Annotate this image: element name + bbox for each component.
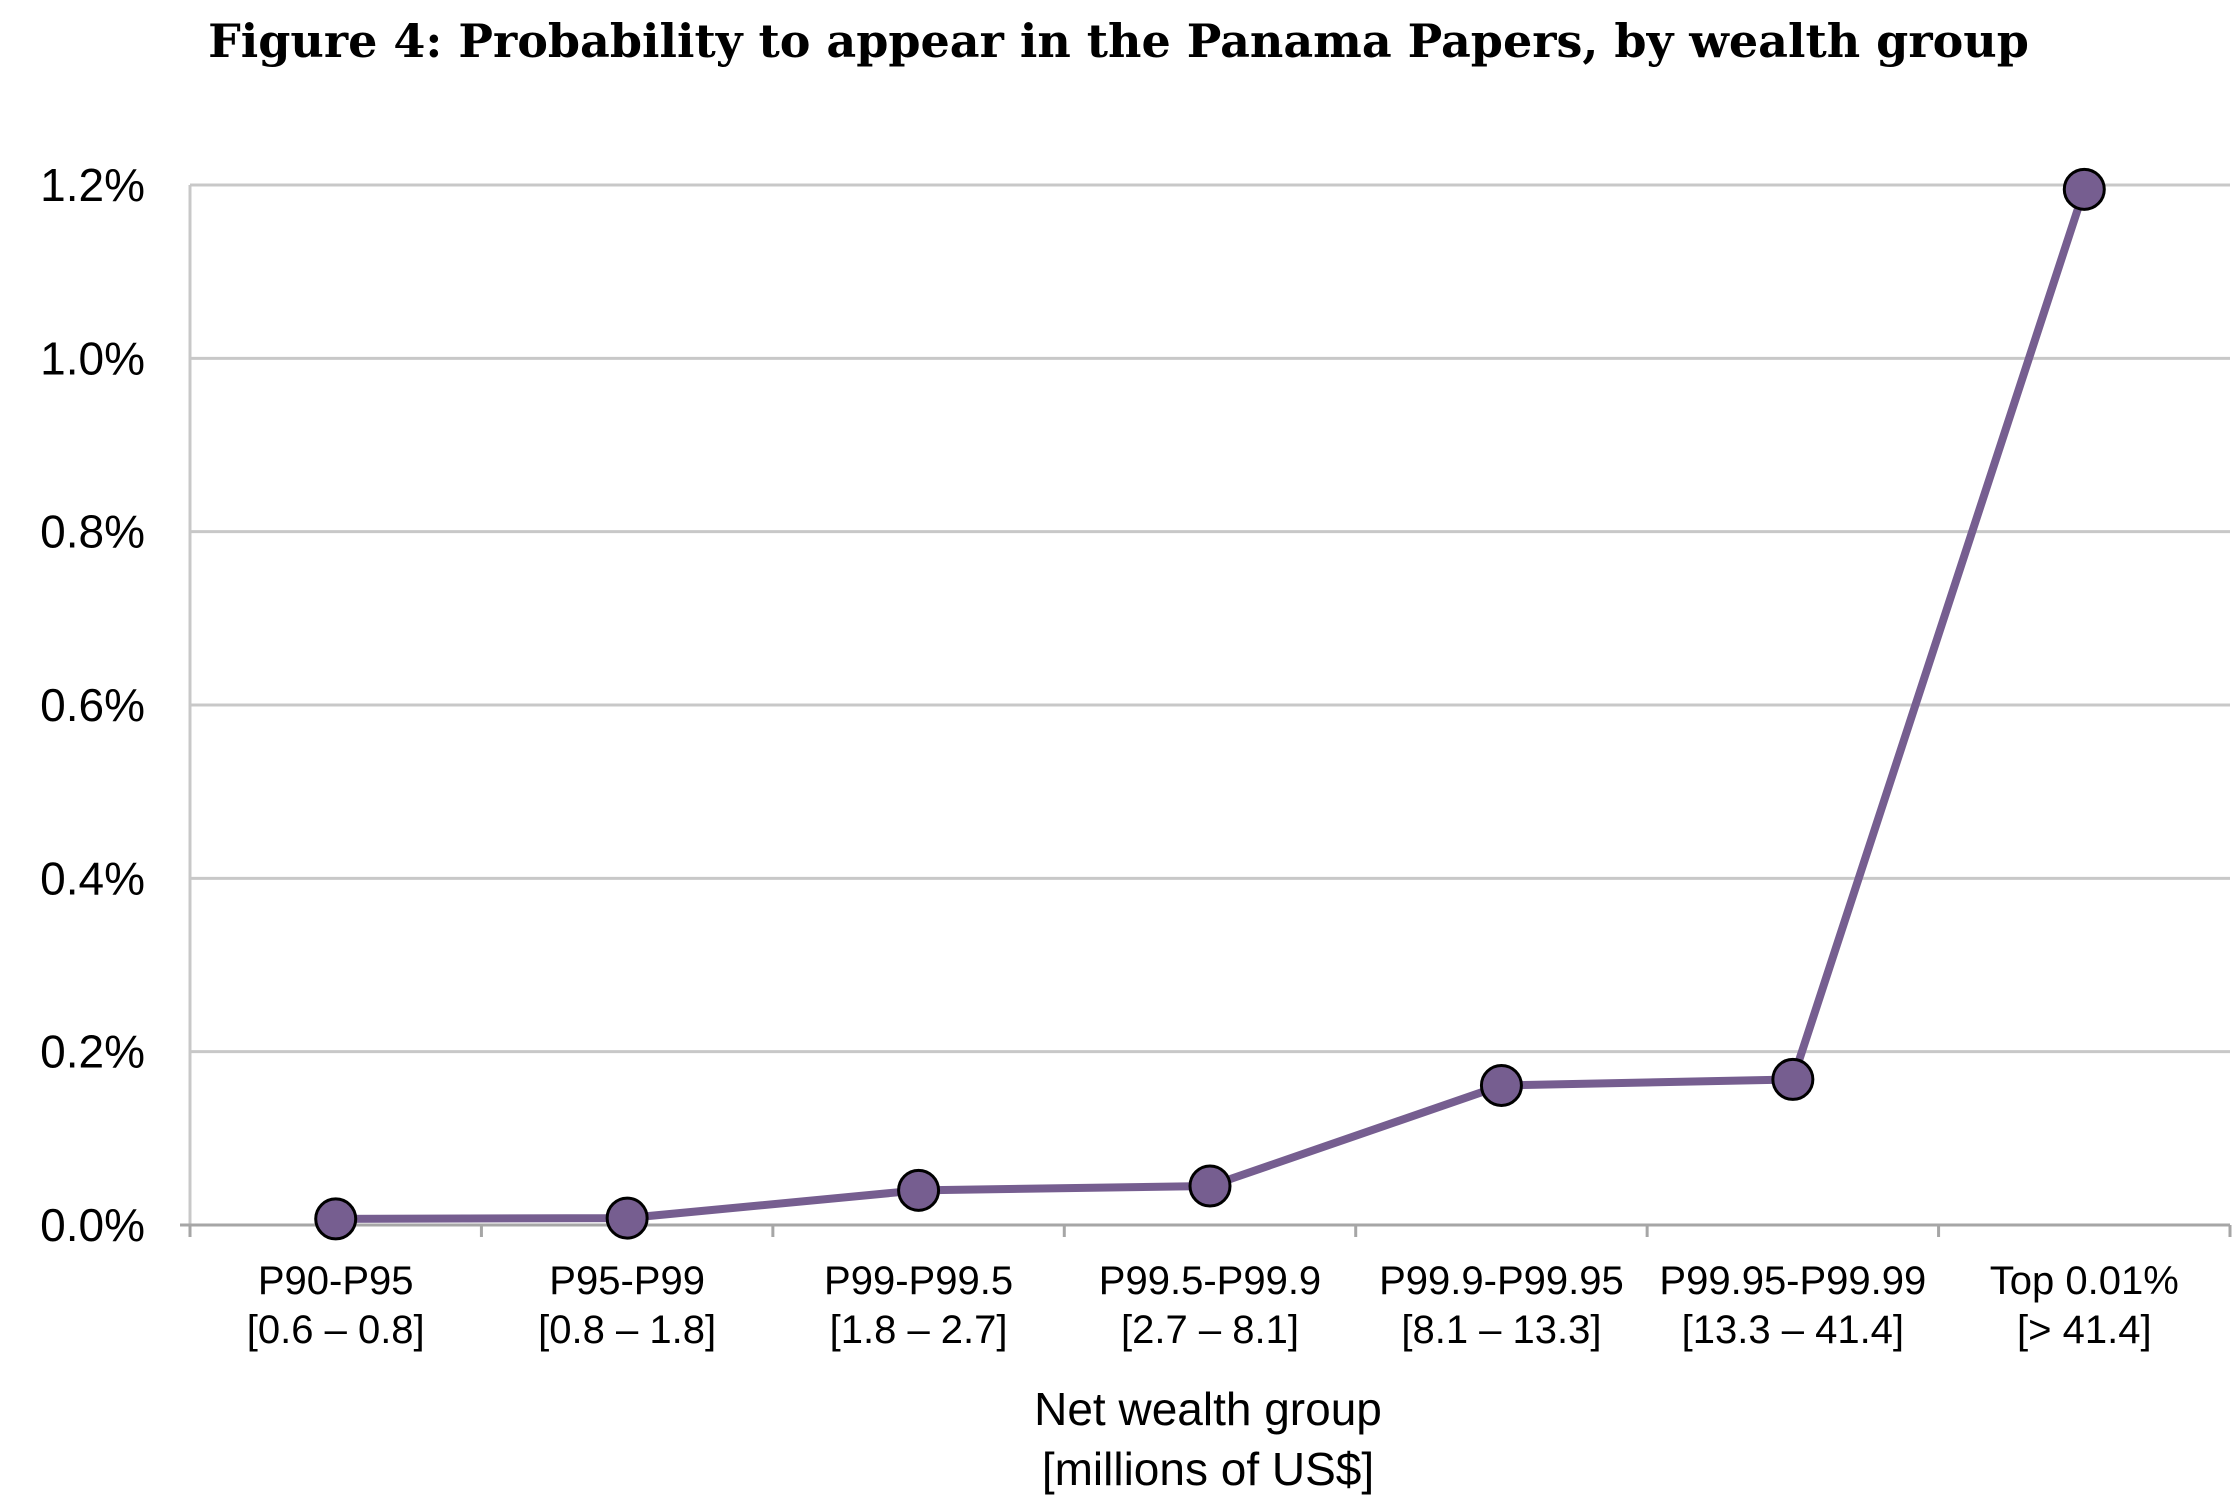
x-tick-label-range: [0.6 – 0.8] — [247, 1308, 425, 1352]
y-tick-label: 0.0% — [40, 1199, 145, 1251]
x-tick-label-range: [1.8 – 2.7] — [830, 1308, 1008, 1352]
data-point — [314, 1197, 358, 1241]
x-tick-label-group: P99.9-P99.95 — [1379, 1259, 1624, 1303]
x-axis-title-line: Net wealth group — [1034, 1383, 1382, 1435]
data-point — [1188, 1164, 1232, 1208]
data-markers — [314, 167, 2106, 1241]
x-tick-label-range: [2.7 – 8.1] — [1121, 1308, 1299, 1352]
y-tick-label: 0.2% — [40, 1026, 145, 1078]
x-tick-label-range: [0.8 – 1.8] — [538, 1308, 716, 1352]
data-point — [605, 1196, 649, 1240]
figure-title: Figure 4: Probability to appear in the P… — [208, 14, 2029, 68]
x-axis-title: Net wealth group [millions of US$] — [1034, 1383, 1382, 1495]
x-tick-label-range: [> 41.4] — [2017, 1308, 2152, 1352]
y-tick-label: 0.8% — [40, 506, 145, 558]
x-axis — [180, 1223, 2232, 1237]
y-tick-label: 0.4% — [40, 852, 145, 904]
y-axis-tick-labels: 0.0% 0.2% 0.4% 0.6% 0.8% 1.0% 1.2% — [40, 159, 145, 1251]
x-axis-tick-labels: P90-P95 [0.6 – 0.8] P95-P99 [0.8 – 1.8] P99-… — [247, 1259, 2179, 1352]
x-tick-label-range: [8.1 – 13.3] — [1401, 1308, 1601, 1352]
data-point — [897, 1168, 941, 1212]
data-point — [1771, 1057, 1815, 1101]
x-tick-label-group: P95-P99 — [549, 1259, 705, 1303]
x-tick-label-group: P90-P95 — [258, 1259, 414, 1303]
x-tick-label-group: P99.95-P99.99 — [1659, 1259, 1926, 1303]
y-tick-label: 1.0% — [40, 332, 145, 384]
x-tick-label-group: P99-P99.5 — [824, 1259, 1013, 1303]
y-tick-label: 1.2% — [40, 159, 145, 211]
data-point — [1479, 1063, 1523, 1107]
x-tick-label-group: P99.5-P99.9 — [1099, 1259, 1321, 1303]
x-tick-label-group: Top 0.01% — [1990, 1259, 2179, 1303]
data-point — [2062, 167, 2106, 211]
y-tick-label: 0.6% — [40, 679, 145, 731]
grid-lines — [188, 183, 2230, 1225]
x-tick-label-range: [13.3 – 41.4] — [1682, 1308, 1904, 1352]
x-axis-title-line: [millions of US$] — [1042, 1443, 1374, 1495]
